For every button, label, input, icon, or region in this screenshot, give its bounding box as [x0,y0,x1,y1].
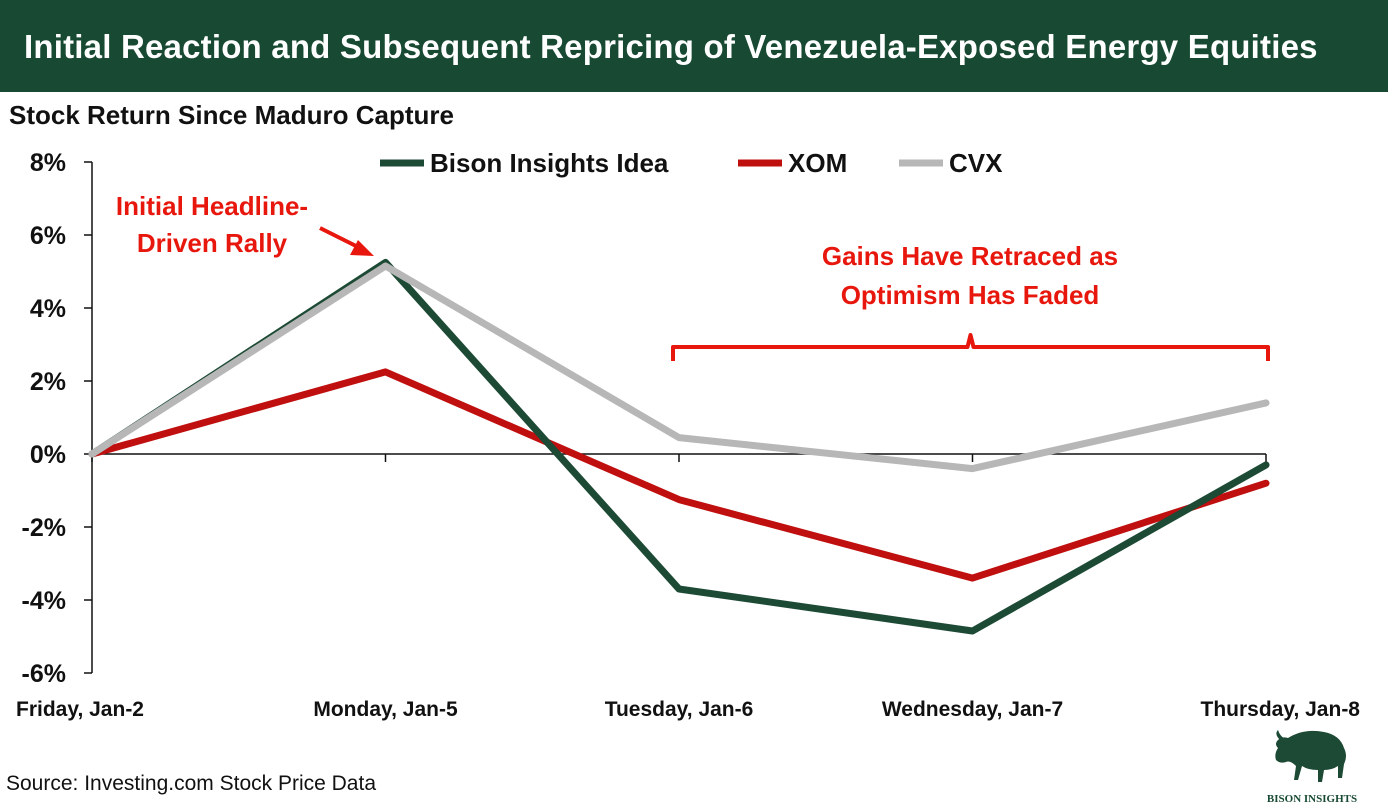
annotation-text: Optimism Has Faded [841,280,1100,310]
annotation-text: Gains Have Retraced as [822,241,1118,271]
chart-title: Initial Reaction and Subsequent Repricin… [24,28,1318,65]
legend-label: CVX [949,148,1003,178]
y-tick-label: 8% [30,149,66,177]
series-line-cvx [88,262,1270,473]
y-tick-label: 0% [30,441,66,469]
y-tick-label: 6% [30,222,66,250]
annotations: Initial Headline- Driven Rally Gains Have … [116,191,1270,361]
source-note: Source: Investing.com Stock Price Data [6,772,376,795]
y-tick-label: -2% [22,514,66,542]
bison-icon [1275,730,1346,782]
y-tick-label: -6% [22,660,66,688]
legend-label: Bison Insights Idea [430,148,669,178]
x-tick-label: Wednesday, Jan-7 [882,698,1063,721]
annotation-bracket [671,333,1270,361]
logo-text: BISON INSIGHTS [1267,793,1357,805]
y-tick-label: 4% [30,295,66,323]
series-line-xom [88,368,1270,582]
axes: 8% 6% 4% 2% 0% -2% -4% -6% Friday, Jan-2 Monday, … [16,149,1360,721]
chart-subtitle: Stock Return Since Maduro Capture [9,100,454,130]
y-tick-label: -4% [22,587,66,615]
annotation-text: Driven Rally [137,228,288,258]
legend-label: XOM [788,148,847,178]
title-bar: Initial Reaction and Subsequent Repricin… [0,0,1388,92]
legend: Bison Insights Idea XOM CVX [380,148,1003,178]
x-tick-label: Friday, Jan-2 [16,698,144,721]
annotation-text: Initial Headline- [116,191,308,221]
x-tick-label: Thursday, Jan-8 [1201,698,1361,721]
x-tick-label: Monday, Jan-5 [313,698,458,721]
bison-logo: BISON INSIGHTS [1267,730,1357,805]
annotation-arrow-shaft [319,226,361,250]
annotation-arrowhead [350,240,374,256]
series-line-bison-insights-idea [88,258,1270,635]
y-tick-label: 2% [30,368,66,396]
x-tick-label: Tuesday, Jan-6 [605,698,754,721]
series-lines [88,258,1270,635]
